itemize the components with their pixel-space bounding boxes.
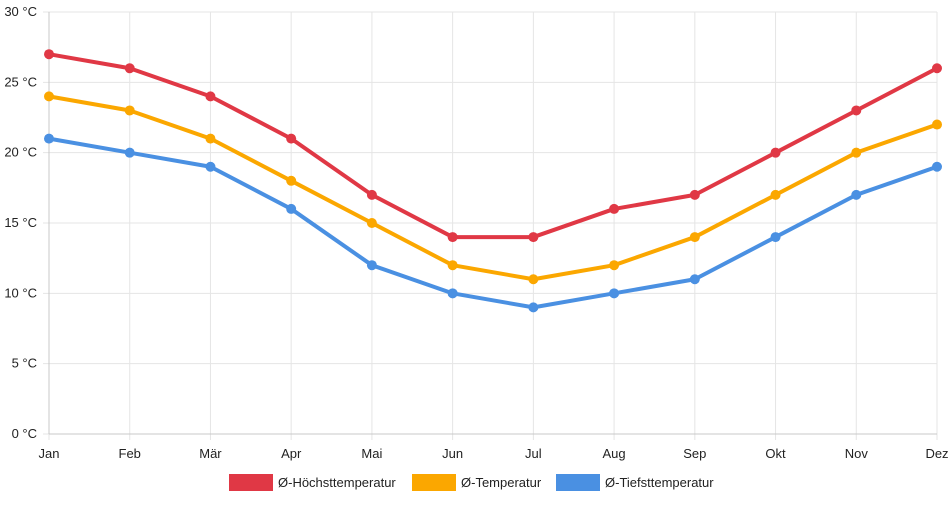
data-point[interactable]: [447, 260, 458, 271]
data-point[interactable]: [124, 105, 135, 116]
x-tick-label: Mär: [199, 446, 222, 461]
x-tick-label: Sep: [683, 446, 706, 461]
y-tick-label: 20 °C: [4, 145, 37, 160]
data-point[interactable]: [851, 147, 862, 158]
legend-item[interactable]: Ø-Temperatur: [412, 474, 542, 491]
series-line: [47, 94, 939, 282]
data-point[interactable]: [770, 147, 781, 158]
axis-layer: 0 °C 5 °C 10 °C 15 °C 20 °C 25 °C 30 °C Jan Feb M…: [4, 4, 948, 461]
data-point[interactable]: [528, 232, 539, 243]
data-point[interactable]: [689, 274, 700, 285]
y-tick-label: 15 °C: [4, 215, 37, 230]
x-tick-label: Jan: [39, 446, 60, 461]
y-tick-label: 30 °C: [4, 4, 37, 19]
data-point[interactable]: [932, 161, 942, 172]
data-point[interactable]: [609, 203, 620, 214]
y-tick-label: 5 °C: [12, 356, 37, 371]
legend: Ø-Höchsttemperatur Ø-Temperatur Ø-Tiefstte…: [229, 474, 714, 491]
legend-item[interactable]: Ø-Höchsttemperatur: [229, 474, 396, 491]
data-point[interactable]: [205, 161, 216, 172]
x-tick-label: Jul: [525, 446, 542, 461]
series-2: [44, 91, 942, 285]
data-point[interactable]: [932, 119, 942, 130]
data-point[interactable]: [770, 189, 781, 200]
data-point[interactable]: [851, 105, 862, 116]
legend-swatch: [412, 474, 456, 491]
data-point[interactable]: [851, 189, 862, 200]
legend-label: Ø-Temperatur: [461, 475, 542, 490]
series-line: [47, 52, 939, 240]
y-tick-label: 10 °C: [4, 285, 37, 300]
data-point[interactable]: [528, 302, 539, 313]
data-point[interactable]: [205, 133, 216, 144]
data-point[interactable]: [932, 63, 942, 74]
x-tick-label: Apr: [281, 446, 302, 461]
x-tick-label: Nov: [845, 446, 869, 461]
data-point[interactable]: [609, 260, 620, 271]
legend-item[interactable]: Ø-Tiefsttemperatur: [556, 474, 714, 491]
legend-swatch: [229, 474, 273, 491]
x-tick-label: Jun: [442, 446, 463, 461]
data-point[interactable]: [366, 189, 377, 200]
data-point[interactable]: [286, 133, 297, 144]
y-tick-label: 0 °C: [12, 426, 37, 441]
data-point[interactable]: [366, 218, 377, 228]
data-point[interactable]: [124, 147, 135, 158]
data-point[interactable]: [286, 203, 297, 214]
data-point[interactable]: [286, 175, 297, 186]
y-tick-label: 25 °C: [4, 74, 37, 89]
series-3: [44, 133, 942, 313]
series-line: [47, 136, 939, 310]
x-tick-label: Aug: [603, 446, 626, 461]
x-tick-label: Okt: [765, 446, 786, 461]
data-point[interactable]: [689, 189, 700, 200]
x-tick-label: Mai: [361, 446, 382, 461]
data-point[interactable]: [689, 232, 700, 243]
legend-label: Ø-Höchsttemperatur: [278, 475, 396, 490]
x-tick-label: Dez: [925, 446, 948, 461]
data-point[interactable]: [44, 133, 54, 144]
series-1: [44, 49, 942, 243]
data-point[interactable]: [447, 232, 458, 243]
data-point[interactable]: [44, 91, 54, 102]
x-tick-label: Feb: [119, 446, 141, 461]
data-point[interactable]: [366, 260, 377, 271]
data-point[interactable]: [124, 63, 135, 74]
legend-label: Ø-Tiefsttemperatur: [605, 475, 714, 490]
data-point[interactable]: [609, 288, 620, 299]
data-point[interactable]: [447, 288, 458, 299]
legend-swatch: [556, 474, 600, 491]
data-point[interactable]: [205, 91, 216, 102]
data-point[interactable]: [44, 49, 54, 60]
series-layer: [44, 49, 942, 313]
data-point[interactable]: [770, 232, 781, 243]
data-point[interactable]: [528, 274, 539, 285]
grid-layer: [43, 11, 938, 440]
